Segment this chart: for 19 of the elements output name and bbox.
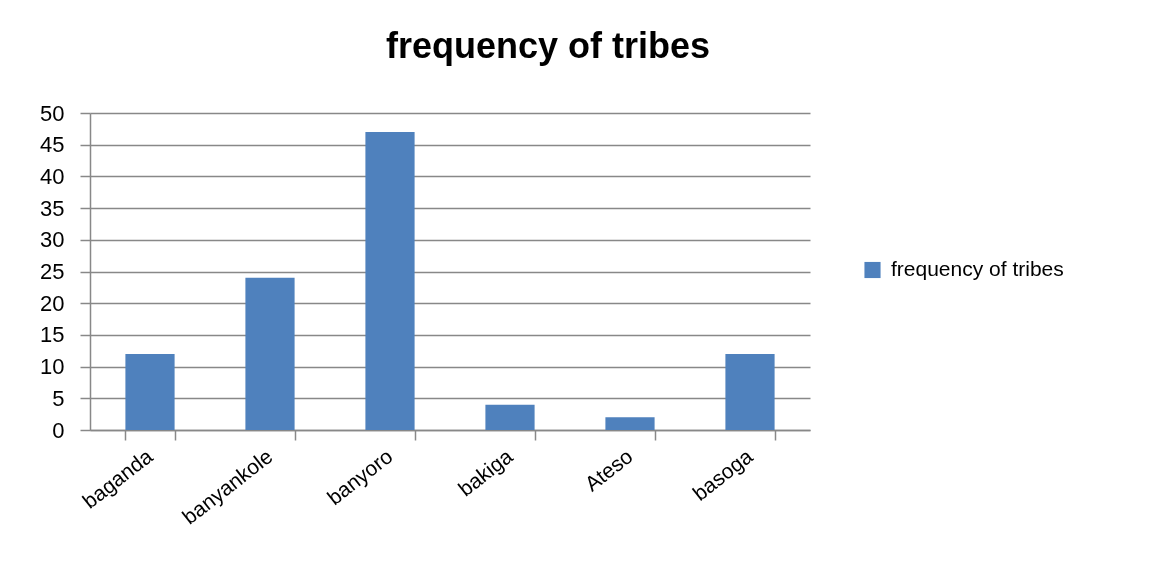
- bar: [605, 417, 655, 430]
- bar: [725, 353, 775, 430]
- bar: [365, 132, 415, 430]
- bar: [125, 353, 175, 430]
- y-tick-label: 40: [40, 163, 65, 189]
- y-tick-label: 10: [40, 354, 65, 380]
- y-tick-label: 25: [40, 259, 65, 284]
- chart-title: frequency of tribes: [385, 25, 711, 66]
- y-tick-label: 5: [52, 385, 65, 411]
- y-tick-label: 45: [40, 132, 65, 158]
- y-tick-label: 15: [40, 322, 65, 348]
- legend-label: frequency of tribes: [891, 257, 1064, 280]
- bar: [485, 404, 535, 430]
- y-tick-label: 0: [52, 417, 65, 443]
- y-tick-label: 50: [40, 100, 65, 126]
- bar: [245, 277, 295, 430]
- y-tick-label: 20: [40, 290, 65, 316]
- y-tick-label: 35: [40, 195, 65, 221]
- y-tick-label: 30: [40, 227, 65, 253]
